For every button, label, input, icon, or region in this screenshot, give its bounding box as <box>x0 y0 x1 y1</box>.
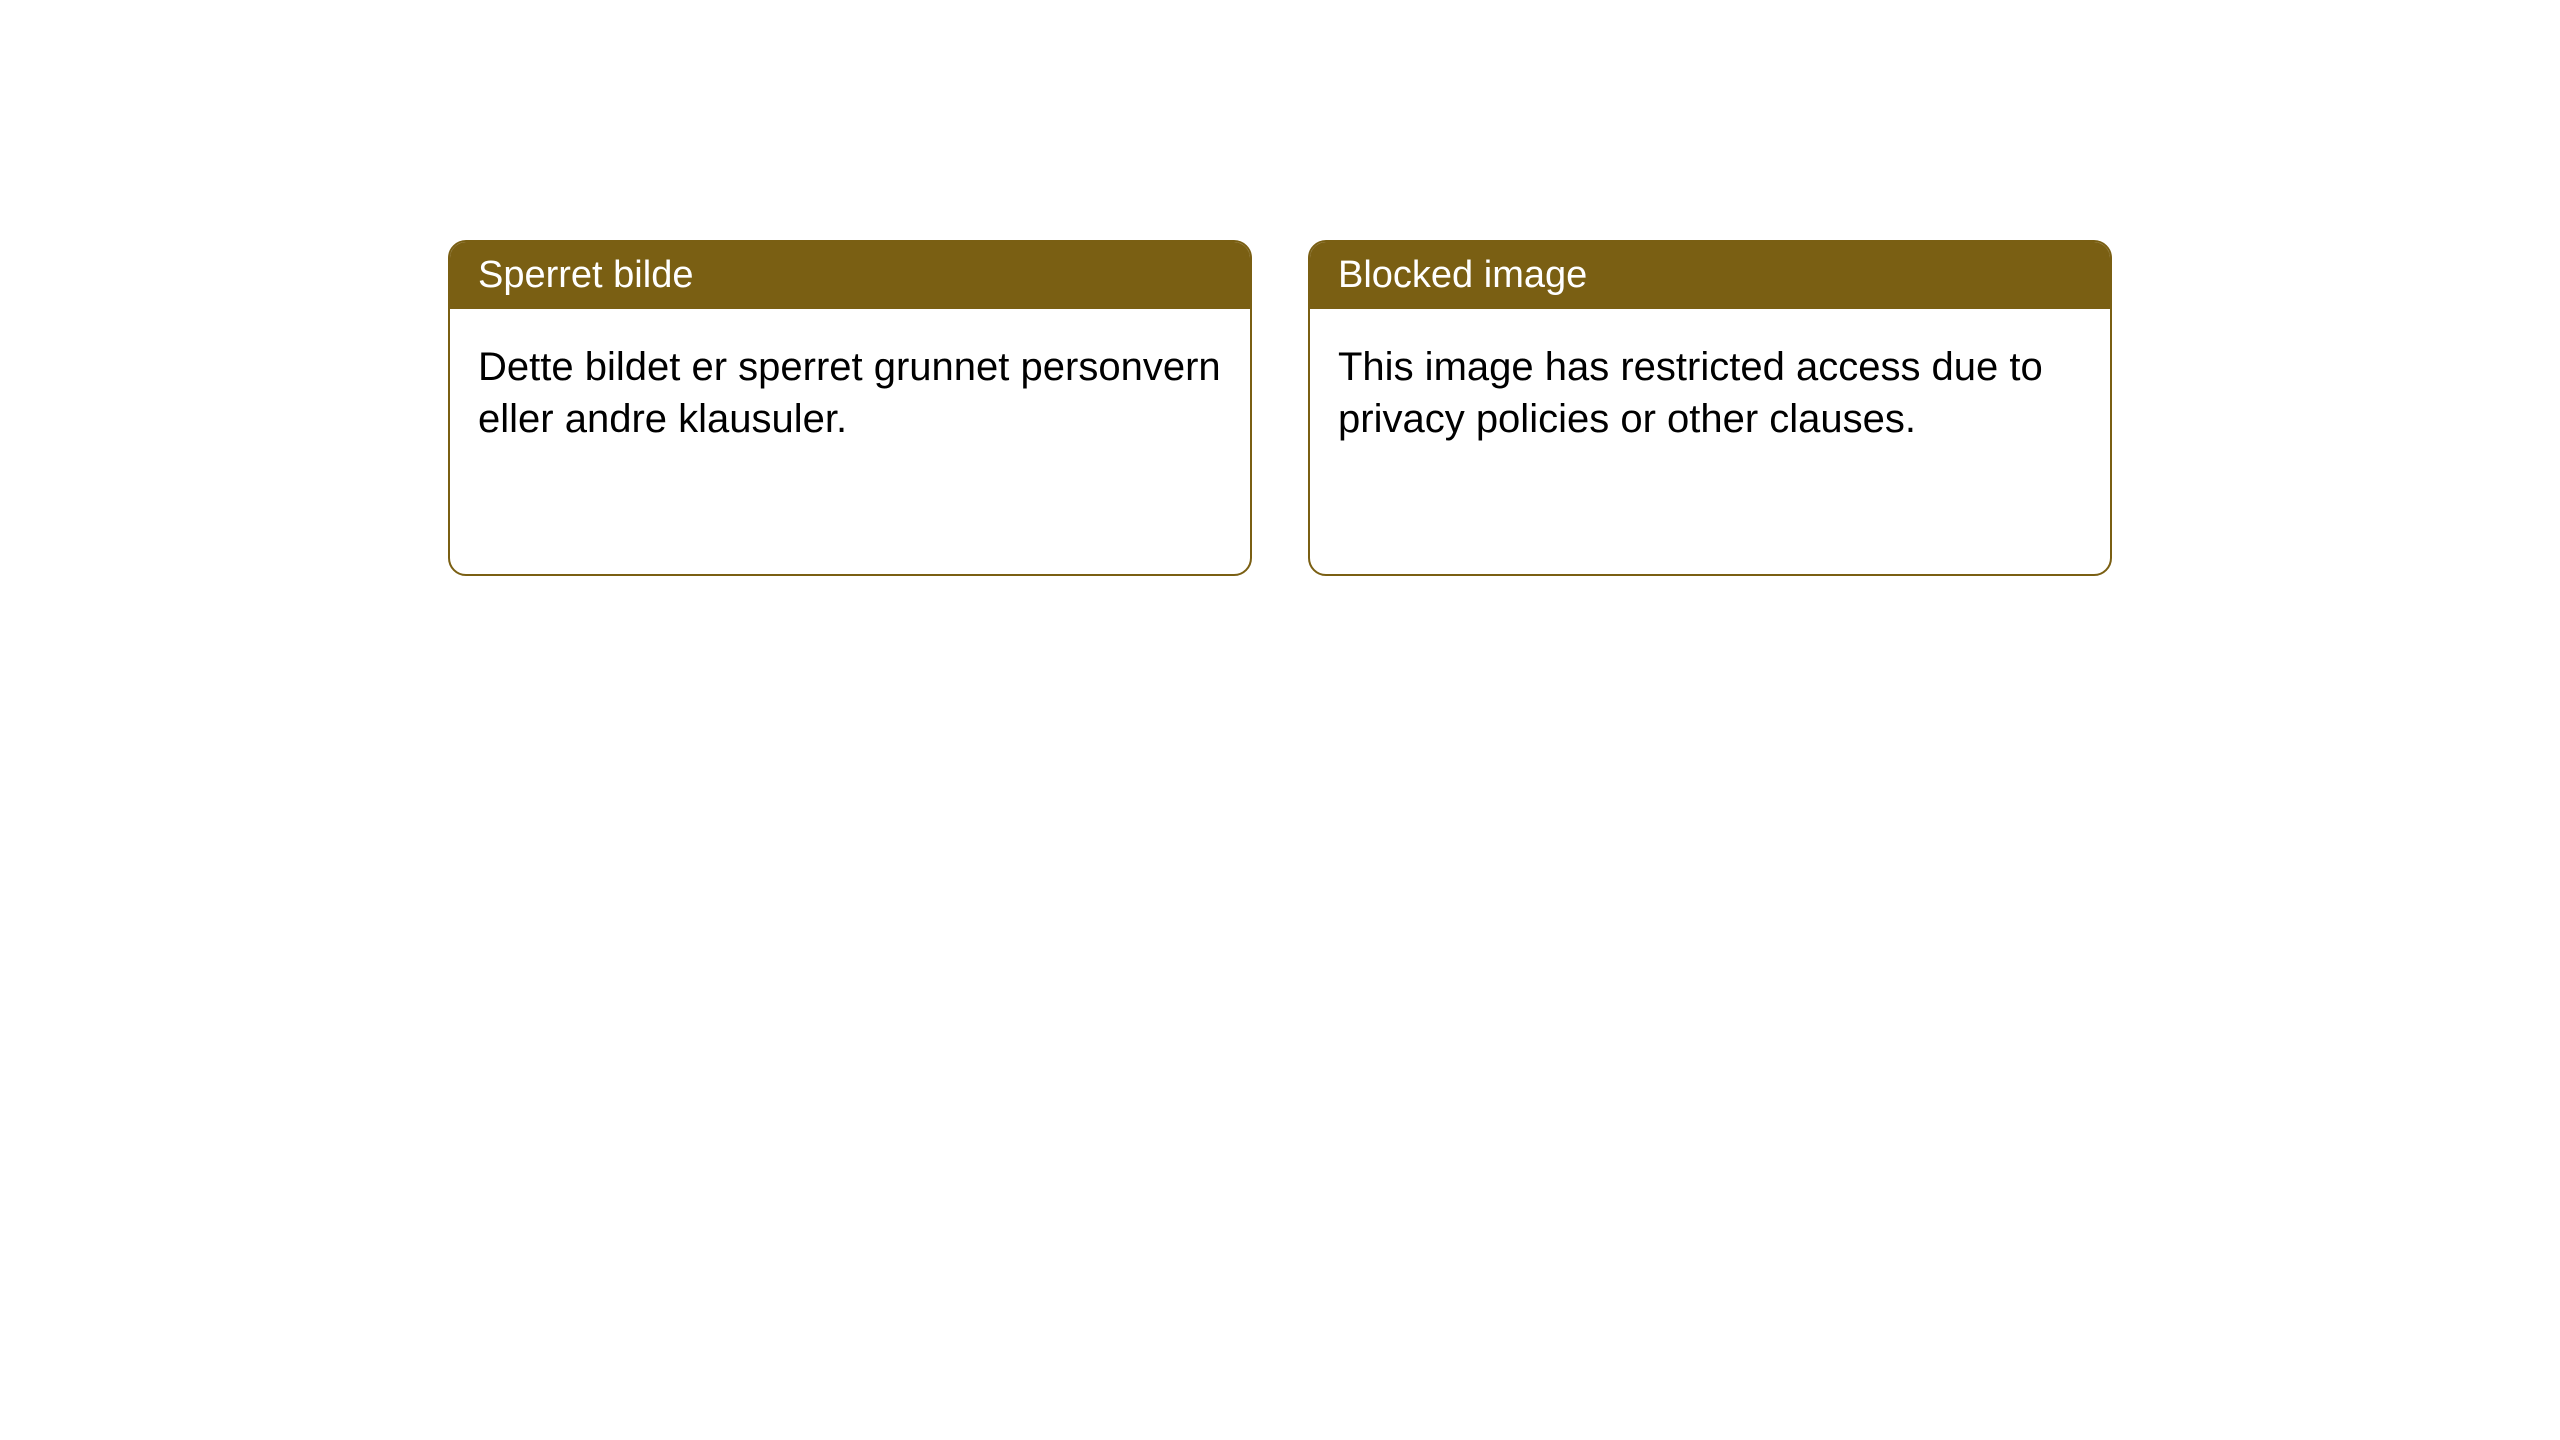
card-body: This image has restricted access due to … <box>1310 309 2110 477</box>
notice-card-norwegian: Sperret bilde Dette bildet er sperret gr… <box>448 240 1252 576</box>
card-title: Blocked image <box>1338 254 1587 296</box>
notice-card-english: Blocked image This image has restricted … <box>1308 240 2112 576</box>
card-message: This image has restricted access due to … <box>1338 345 2043 441</box>
card-body: Dette bildet er sperret grunnet personve… <box>450 309 1250 477</box>
card-message: Dette bildet er sperret grunnet personve… <box>478 345 1221 441</box>
card-header: Blocked image <box>1310 242 2110 309</box>
card-header: Sperret bilde <box>450 242 1250 309</box>
card-container: Sperret bilde Dette bildet er sperret gr… <box>0 0 2560 576</box>
card-title: Sperret bilde <box>478 254 693 296</box>
